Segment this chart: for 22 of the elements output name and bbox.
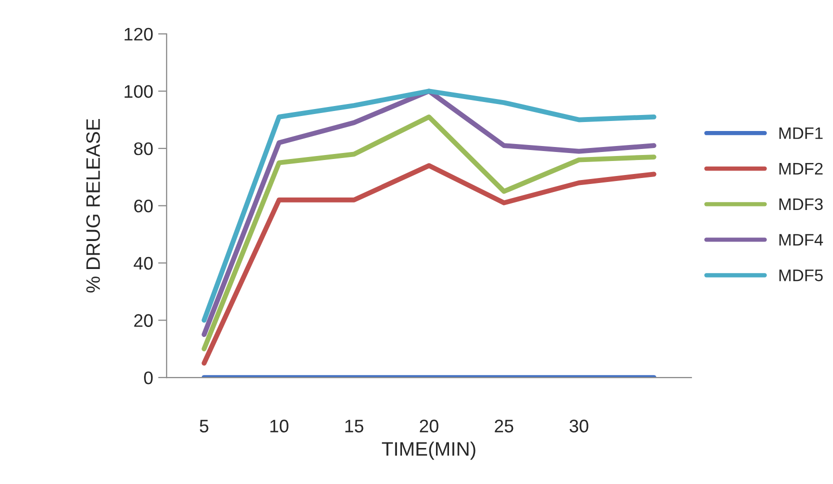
y-tick-label: 0: [144, 371, 153, 384]
x-tick-label: 15: [345, 420, 364, 432]
y-axis-title: % DRUG RELEASE: [86, 119, 100, 293]
line-series: [202, 114, 656, 352]
x-axis-title: TIME(MIN): [382, 442, 476, 460]
x-tick-label: 30: [570, 420, 588, 432]
x-tick-label: 20: [420, 420, 438, 432]
legend-label: MDF1: [779, 127, 823, 139]
y-tick-label: 60: [134, 200, 153, 212]
y-tick-label: 80: [134, 142, 153, 156]
y-tick-label: 20: [134, 314, 153, 327]
line-series: [202, 163, 656, 366]
legend-label: MDF4: [779, 234, 823, 246]
legend-label: MDF2: [779, 162, 823, 174]
y-tick-label: 100: [124, 85, 153, 98]
x-tick-label: 5: [200, 420, 208, 432]
legend-label: MDF5: [779, 270, 823, 282]
legend-label: MDF3: [779, 198, 823, 210]
x-tick-label: 10: [270, 420, 288, 432]
y-tick-label: 120: [124, 28, 153, 41]
y-tick-label: 40: [134, 256, 153, 270]
x-tick-label: 25: [494, 420, 514, 432]
